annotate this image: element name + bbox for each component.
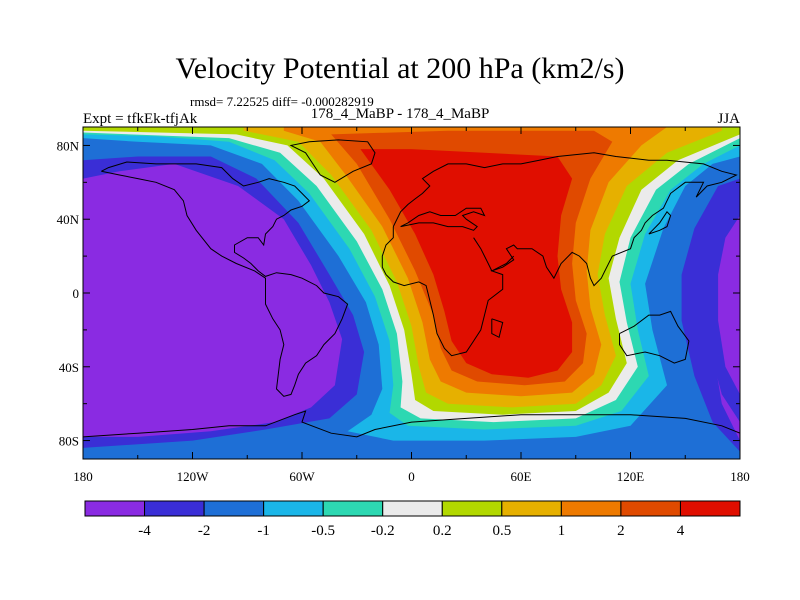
coastline-segment-4 bbox=[473, 237, 515, 272]
coastline-segment-5 bbox=[491, 318, 504, 339]
colorbar-label: -1 bbox=[257, 523, 270, 539]
axes: 180 120W 60W 0 60E 120E 180 80N 40N 0 40S 80S bbox=[57, 127, 750, 484]
x-tick-label: 180 bbox=[730, 469, 750, 484]
experiment-label: Expt = tfkEk-tfjAk bbox=[83, 111, 198, 127]
colorbar-swatch bbox=[560, 500, 622, 517]
y-tick-label: 80S bbox=[59, 434, 79, 449]
coastline-segment-6 bbox=[619, 310, 690, 364]
colorbar-swatch bbox=[203, 500, 265, 517]
contour-field bbox=[83, 127, 740, 459]
x-tick-label: 180 bbox=[73, 469, 93, 484]
colorbar-label: -2 bbox=[198, 523, 211, 539]
colorbar-swatch bbox=[84, 500, 146, 517]
colorbar-swatch bbox=[441, 500, 503, 517]
colorbar-label: 2 bbox=[617, 523, 625, 539]
colorbar-label: -4 bbox=[138, 523, 151, 539]
y-tick-label: 80N bbox=[57, 138, 80, 153]
colorbar-swatch bbox=[322, 500, 384, 517]
y-tick-label: 40S bbox=[59, 360, 79, 375]
coastline-segment-8 bbox=[83, 410, 740, 438]
x-tick-label: 60W bbox=[289, 469, 315, 484]
colorbar-swatch bbox=[620, 500, 681, 517]
coastline-segment-7 bbox=[648, 211, 672, 235]
colorbar-label: -0.5 bbox=[311, 523, 335, 539]
colorbar-swatch bbox=[263, 500, 324, 517]
coastline-segment-1 bbox=[289, 139, 376, 183]
colorbar-label: 0.2 bbox=[433, 523, 452, 539]
colorbar-swatch bbox=[679, 500, 741, 517]
x-tick-label: 0 bbox=[408, 469, 415, 484]
run-label: 178_4_MaBP - 178_4_MaBP bbox=[310, 106, 490, 122]
contour-band-10 bbox=[360, 149, 573, 378]
season-label: JJA bbox=[717, 111, 740, 127]
coastline bbox=[83, 139, 740, 438]
x-tick-label: 60E bbox=[511, 469, 532, 484]
east-band-0 bbox=[718, 215, 740, 395]
coastline-segment-0 bbox=[101, 161, 349, 397]
colorbar-label: 4 bbox=[677, 523, 685, 539]
x-tick-label: 120W bbox=[177, 469, 210, 484]
coastline-segment-2 bbox=[381, 152, 738, 357]
colorbar-swatch bbox=[382, 500, 443, 517]
colorbar-label: 0.5 bbox=[492, 523, 511, 539]
x-tick-label: 120E bbox=[617, 469, 645, 484]
colorbar-swatch bbox=[501, 500, 562, 517]
stats-label: rmsd= 7.22525 diff= -0.000282919 bbox=[190, 94, 374, 109]
colorbar-label: 1 bbox=[558, 523, 566, 539]
coastline-segment-3 bbox=[400, 207, 486, 231]
colorbar-label: -0.2 bbox=[371, 523, 395, 539]
colorbar-swatch bbox=[144, 500, 205, 517]
y-tick-label: 0 bbox=[73, 286, 80, 301]
y-tick-label: 40N bbox=[57, 212, 80, 227]
colorbar: -4 -2 -1 -0.5 -0.2 0.2 0.5 1 2 4 bbox=[84, 500, 741, 539]
chart-title: Velocity Potential at 200 hPa (km2/s) bbox=[175, 52, 625, 85]
